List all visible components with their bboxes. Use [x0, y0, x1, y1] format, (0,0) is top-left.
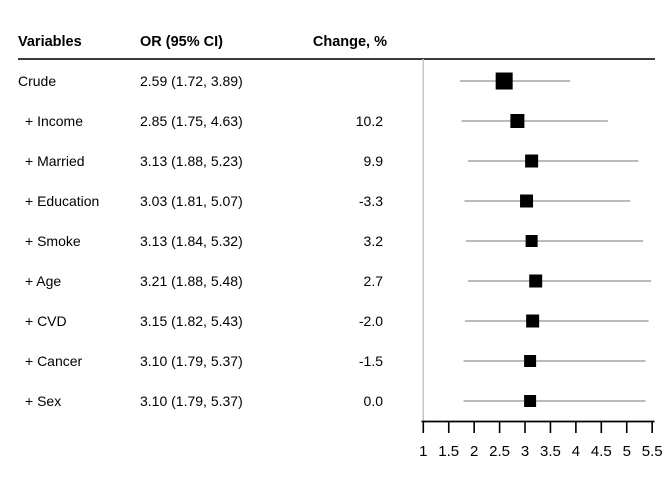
table-row: Crude 2.59 (1.72, 3.89): [0, 72, 400, 90]
row-or-ci-value: 3.03 (1.81, 5.07): [140, 193, 243, 209]
row-change-value: -1.5: [358, 353, 383, 369]
row-variable-label: Crude: [18, 73, 57, 89]
row-change-value: 0.0: [363, 393, 383, 409]
header-divider-rule: [18, 58, 655, 60]
row-or-ci-value: 3.13 (1.88, 5.23): [140, 153, 243, 169]
x-axis-tick-label: 5.5: [642, 443, 663, 460]
or-marker: [525, 235, 538, 247]
x-axis-tick-label: 5: [623, 443, 631, 460]
or-marker: [495, 72, 513, 90]
table-row: + Cancer 3.10 (1.79, 5.37) -1.5: [0, 352, 400, 370]
x-axis-tick-label: 3: [521, 443, 529, 460]
row-or-ci-value: 2.85 (1.75, 4.63): [140, 113, 243, 129]
or-marker: [520, 194, 534, 208]
column-header-or-ci: OR (95% CI): [140, 34, 223, 50]
table-row: + Education 3.03 (1.81, 5.07) -3.3: [0, 192, 400, 210]
or-marker: [526, 314, 540, 328]
row-variable-label: + Age: [25, 273, 62, 289]
table-row: + CVD 3.15 (1.82, 5.43) -2.0: [0, 312, 400, 330]
table-row: + Income 2.85 (1.75, 4.63) 10.2: [0, 112, 400, 130]
x-axis-tick-label: 4.5: [591, 443, 612, 460]
table-row: + Smoke 3.13 (1.84, 5.32) 3.2: [0, 232, 400, 250]
row-change-value: -3.3: [358, 193, 383, 209]
row-or-ci-value: 2.59 (1.72, 3.89): [140, 73, 243, 89]
row-variable-label: + Sex: [25, 393, 62, 409]
x-axis-tick-label: 4: [572, 443, 580, 460]
column-header-variables: Variables: [18, 34, 82, 50]
table-row: + Age 3.21 (1.88, 5.48) 2.7: [0, 272, 400, 290]
row-or-ci-value: 3.10 (1.79, 5.37): [140, 353, 243, 369]
row-variable-label: + Income: [25, 113, 83, 129]
table-row: + Sex 3.10 (1.79, 5.37) 0.0: [0, 392, 400, 410]
row-variable-label: + CVD: [25, 313, 67, 329]
column-header-change: Change, %: [312, 34, 387, 50]
x-axis-tick-label: 1: [419, 443, 427, 460]
row-change-value: 3.2: [363, 233, 383, 249]
row-or-ci-value: 3.21 (1.88, 5.48): [140, 273, 243, 289]
x-axis-tick-label: 1.5: [438, 443, 459, 460]
or-marker: [525, 154, 539, 168]
row-change-value: 9.9: [363, 153, 383, 169]
or-marker: [524, 395, 537, 407]
row-variable-label: + Education: [25, 193, 100, 209]
x-axis-tick-label: 3.5: [540, 443, 561, 460]
table-row: + Married 3.13 (1.88, 5.23) 9.9: [0, 152, 400, 170]
x-axis-tick-label: 2: [470, 443, 478, 460]
row-change-value: 10.2: [355, 113, 383, 129]
row-or-ci-value: 3.15 (1.82, 5.43): [140, 313, 243, 329]
or-marker: [529, 274, 543, 288]
row-or-ci-value: 3.10 (1.79, 5.37): [140, 393, 243, 409]
row-change-value: -2.0: [358, 313, 383, 329]
row-or-ci-value: 3.13 (1.84, 5.32): [140, 233, 243, 249]
row-variable-label: + Married: [25, 153, 85, 169]
row-change-value: 2.7: [363, 273, 383, 289]
or-marker: [524, 355, 537, 367]
row-variable-label: + Cancer: [25, 353, 83, 369]
or-marker: [510, 114, 525, 128]
x-axis-tick-label: 2.5: [489, 443, 510, 460]
row-variable-label: + Smoke: [25, 233, 81, 249]
